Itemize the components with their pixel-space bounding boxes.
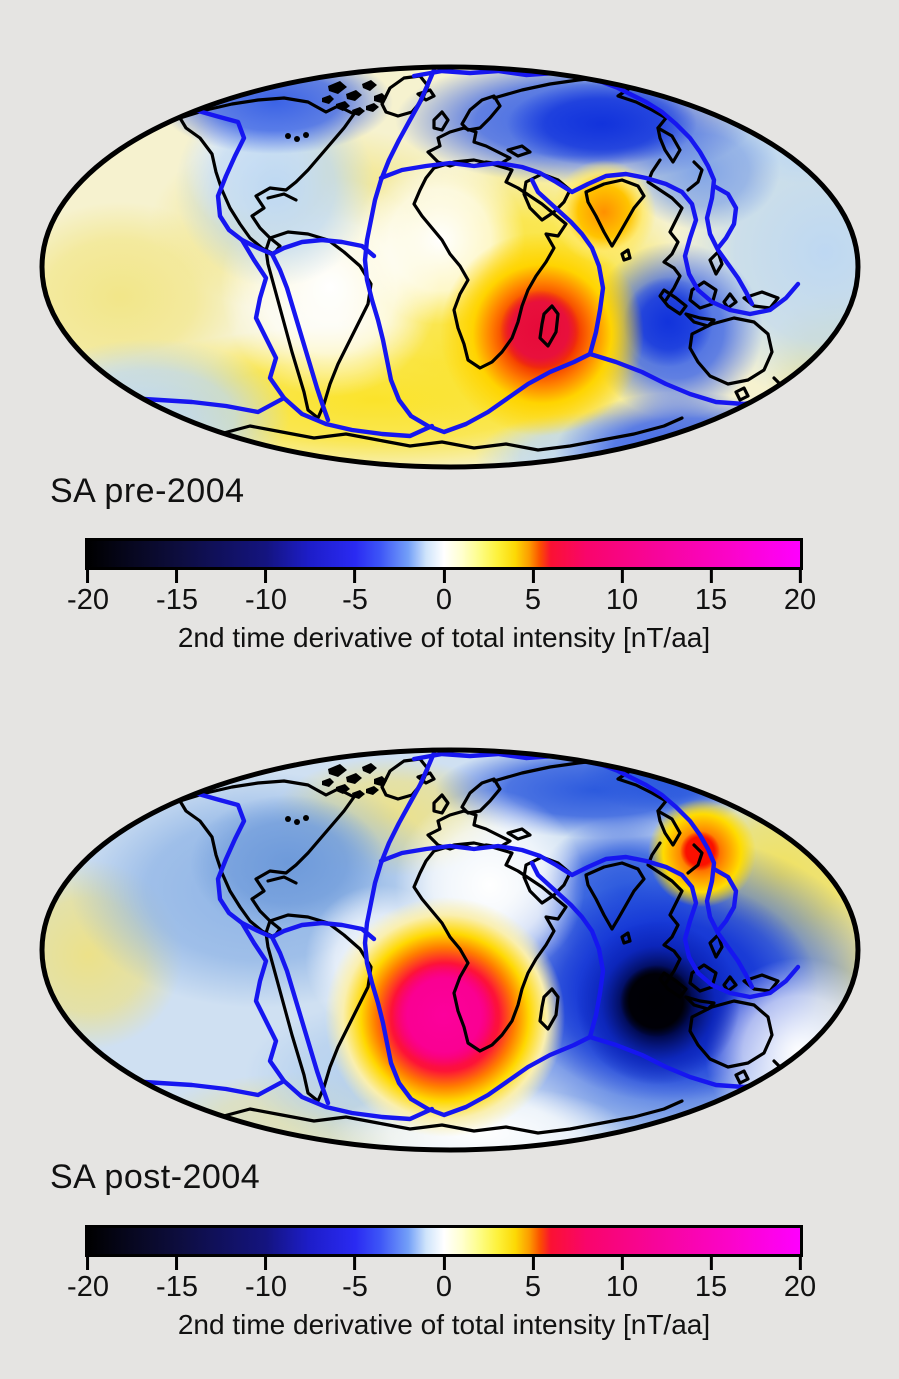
colorbar-tick: 10 (606, 1257, 638, 1304)
colorbar-tick: 0 (436, 570, 452, 617)
colorbar-tick: -10 (245, 1257, 287, 1304)
colorbar-tick: -20 (67, 570, 109, 617)
colorbar-ticks: -20 -15 -10 -5 0 5 10 15 20 (67, 1257, 816, 1309)
map-pre-field (42, 67, 858, 467)
mollweide-map-pre-2004 (39, 64, 861, 470)
colorbar-gradient (85, 1225, 803, 1257)
map-outline (39, 747, 861, 1153)
colorbar-tick: 0 (436, 1257, 452, 1304)
colorbar-tick: 5 (525, 570, 541, 617)
colorbar-tick: -15 (156, 1257, 198, 1304)
colorbar-tick: -5 (342, 570, 368, 617)
map-outline (39, 64, 861, 470)
colorbar-tick: 20 (784, 1257, 816, 1304)
map-post-field (42, 750, 858, 1150)
colorbar-tick: 5 (525, 1257, 541, 1304)
mollweide-map-post-2004 (39, 747, 861, 1153)
colorbar-tick: 15 (695, 1257, 727, 1304)
anomaly-positive-india (552, 160, 656, 264)
colorbar-caption: 2nd time derivative of total intensity [… (177, 622, 711, 653)
colorbar-tick: 10 (606, 570, 638, 617)
colorbar-tick: -20 (67, 1257, 109, 1304)
map-title-pre-2004: SA pre-2004 (50, 472, 245, 510)
colorbar-tick: -10 (245, 570, 287, 617)
colorbar-tick: 20 (784, 570, 816, 617)
colorbar-tick: -5 (342, 1257, 368, 1304)
map-title-post-2004: SA post-2004 (50, 1158, 261, 1196)
colorbar-caption: 2nd time derivative of total intensity [… (177, 1309, 711, 1340)
colorbar-gradient (85, 538, 803, 570)
colorbar-tick: 15 (695, 570, 727, 617)
colorbar-ticks: -20 -15 -10 -5 0 5 10 15 20 (67, 570, 816, 622)
colorbar-tick: -15 (156, 570, 198, 617)
